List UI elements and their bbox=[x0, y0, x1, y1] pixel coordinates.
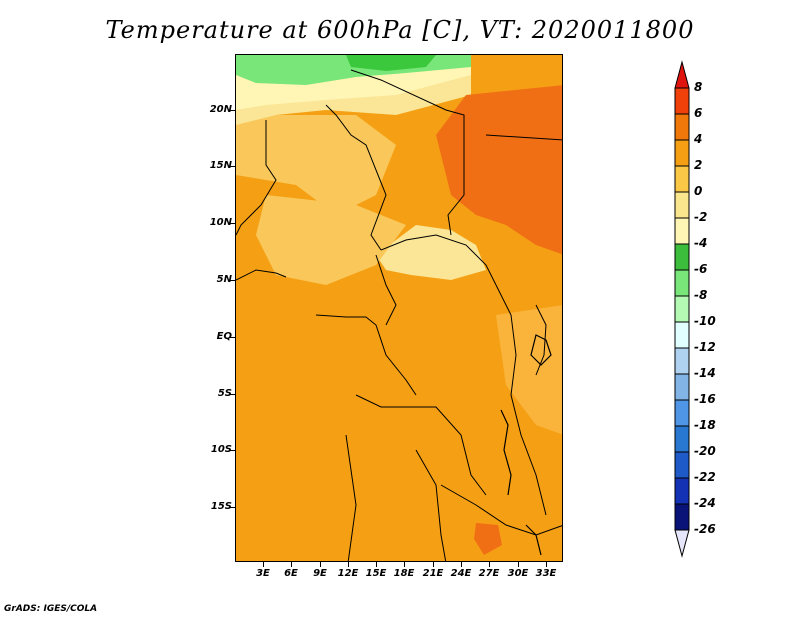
lon-tick bbox=[376, 562, 377, 567]
colorbar-label: 8 bbox=[694, 80, 703, 94]
field-hot-east bbox=[436, 85, 562, 255]
field-hot-se bbox=[474, 523, 502, 555]
lon-label-18e: 18E bbox=[393, 568, 415, 579]
colorbar-label: -24 bbox=[694, 496, 716, 510]
lon-tick bbox=[320, 562, 321, 567]
colorbar-label: 0 bbox=[694, 184, 703, 198]
lat-tick bbox=[230, 337, 235, 338]
lat-tick bbox=[230, 507, 235, 508]
temperature-map bbox=[236, 55, 562, 561]
colorbar-label: 4 bbox=[694, 132, 703, 146]
colorbar-segment bbox=[674, 321, 690, 349]
lon-label-21e: 21E bbox=[422, 568, 444, 579]
colorbar-label: -26 bbox=[694, 522, 716, 536]
colorbar-segment bbox=[674, 269, 690, 297]
lon-label-9e: 9E bbox=[313, 568, 327, 579]
lat-tick bbox=[230, 223, 235, 224]
lon-label-33e: 33E bbox=[535, 568, 557, 579]
colorbar-label: -8 bbox=[694, 288, 708, 302]
colorbar-label: -6 bbox=[694, 262, 708, 276]
colorbar-bottom-arrow bbox=[674, 529, 690, 558]
field-ocean bbox=[236, 270, 366, 561]
field-ne bbox=[536, 65, 551, 83]
colorbar-label: 6 bbox=[694, 106, 703, 120]
colorbar-top-arrow bbox=[674, 60, 690, 89]
colorbar-segment bbox=[674, 87, 690, 115]
colorbar-label: -20 bbox=[694, 444, 716, 458]
lon-tick bbox=[489, 562, 490, 567]
colorbar-label: -4 bbox=[694, 236, 708, 250]
colorbar-label: -18 bbox=[694, 418, 716, 432]
colorbar-label: -22 bbox=[694, 470, 716, 484]
colorbar-label: -12 bbox=[694, 340, 716, 354]
colorbar-segment bbox=[674, 191, 690, 219]
colorbar-label: 2 bbox=[694, 158, 703, 172]
colorbar-label: -14 bbox=[694, 366, 716, 380]
lon-label-30e: 30E bbox=[507, 568, 529, 579]
lon-tick bbox=[404, 562, 405, 567]
colorbar-segment bbox=[674, 503, 690, 531]
lat-tick bbox=[230, 450, 235, 451]
borders bbox=[236, 69, 562, 561]
lat-label-5s: 5S bbox=[217, 388, 232, 399]
lon-label-6e: 6E bbox=[284, 568, 298, 579]
colorbar-segment bbox=[674, 113, 690, 141]
lon-label-24e: 24E bbox=[450, 568, 472, 579]
lat-label-20n: 20N bbox=[209, 104, 232, 115]
colorbar bbox=[674, 60, 690, 558]
lon-tick bbox=[461, 562, 462, 567]
colorbar-segment bbox=[674, 451, 690, 479]
lon-label-12e: 12E bbox=[337, 568, 359, 579]
lat-label-10n: 10N bbox=[209, 217, 232, 228]
lat-label-15s: 15S bbox=[210, 501, 232, 512]
chart-title: Temperature at 600hPa [C], VT: 202001180… bbox=[105, 16, 695, 44]
lon-label-3e: 3E bbox=[256, 568, 270, 579]
colorbar-segment bbox=[674, 217, 690, 245]
lon-tick bbox=[348, 562, 349, 567]
lat-label-15n: 15N bbox=[209, 160, 232, 171]
colorbar-segment bbox=[674, 399, 690, 427]
colorbar-segment bbox=[674, 425, 690, 453]
lon-tick bbox=[546, 562, 547, 567]
colorbar-segment bbox=[674, 295, 690, 323]
colorbar-segment bbox=[674, 165, 690, 193]
colorbar-label: -10 bbox=[694, 314, 716, 328]
lon-tick bbox=[291, 562, 292, 567]
lon-tick bbox=[518, 562, 519, 567]
field-cool-central bbox=[376, 225, 486, 280]
lat-label-5n: 5N bbox=[216, 274, 232, 285]
lat-label-eq: EQ bbox=[216, 331, 232, 342]
colorbar-segment bbox=[674, 373, 690, 401]
lat-tick bbox=[230, 280, 235, 281]
lakes bbox=[500, 334, 552, 556]
lat-tick bbox=[230, 110, 235, 111]
lat-tick bbox=[230, 394, 235, 395]
lon-label-27e: 27E bbox=[478, 568, 500, 579]
map-panel bbox=[235, 54, 563, 562]
colorbar-segment bbox=[674, 139, 690, 167]
field-mild-central bbox=[256, 195, 406, 285]
colorbar-segments bbox=[674, 60, 690, 558]
colorbar-segment bbox=[674, 477, 690, 505]
colorbar-segment bbox=[674, 243, 690, 271]
colorbar-label: -16 bbox=[694, 392, 716, 406]
field-mild-nw bbox=[236, 115, 396, 215]
lat-tick bbox=[230, 166, 235, 167]
field-green-dark bbox=[346, 55, 436, 71]
lon-tick bbox=[263, 562, 264, 567]
lat-label-10s: 10S bbox=[210, 444, 232, 455]
colorbar-segment bbox=[674, 347, 690, 375]
lon-tick bbox=[433, 562, 434, 567]
grads-credit: GrADS: IGES/COLA bbox=[4, 604, 98, 614]
lon-label-15e: 15E bbox=[365, 568, 387, 579]
colorbar-label: -2 bbox=[694, 210, 708, 224]
